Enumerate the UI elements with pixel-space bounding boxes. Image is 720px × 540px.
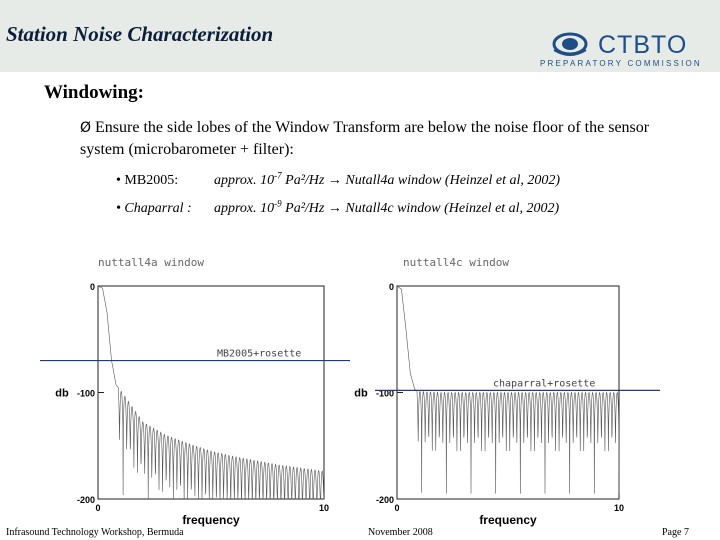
y-tick-label: -200 [376, 495, 394, 505]
footer-page: Page 7 [662, 527, 689, 538]
sub-item-mb2005: • MB2005: approx. 10-7 Pa²/Hz → Nutall4a … [116, 170, 560, 189]
footer-date: November 2008 [368, 527, 433, 538]
main-bullet: Ø Ensure the side lobes of the Window Tr… [80, 117, 690, 160]
spectrum-trace [97, 285, 325, 500]
bullet-text: Ensure the side lobes of the Window Tran… [80, 119, 650, 158]
slide-title: Station Noise Characterization [6, 22, 274, 46]
x-tick-label: 0 [394, 503, 399, 513]
y-axis-label: db [354, 388, 368, 400]
y-axis-label: db [55, 388, 69, 400]
spectrum-trace [396, 285, 620, 494]
x-axis-label: frequency [182, 513, 240, 527]
sub-item-exponent: -7 [274, 170, 282, 180]
chart-title: nuttall4c window [403, 256, 509, 269]
bullet-arrow-icon: Ø [80, 120, 92, 136]
reference-line-label: MB2005+rosette [217, 349, 301, 360]
title-band [98, 250, 330, 270]
reference-line-label: chaparral+rosette [493, 378, 595, 389]
x-tick-label: 0 [95, 503, 100, 513]
sub-item-value: approx. 10 [214, 172, 275, 188]
footer-event: Infrasound Technology Workshop, Bermuda [6, 527, 184, 538]
chart-title: nuttall4a window [98, 256, 204, 269]
title-band [397, 250, 625, 270]
sub-item-value-suffix: Pa²/Hz → Nutall4a window (Heinzel et al,… [281, 172, 561, 188]
ctbto-globe-icon [552, 32, 588, 56]
logo-subtitle: PREPARATORY COMMISSION [540, 59, 702, 68]
x-axis-label: frequency [479, 513, 537, 527]
y-tick-label: -100 [376, 389, 394, 399]
sub-item-chaparral: • Chaparral : approx. 10-9 Pa²/Hz → Nutal… [116, 198, 559, 217]
x-tick-label: 10 [614, 503, 624, 513]
sub-item-label: • Chaparral : [116, 200, 192, 216]
y-tick-label: 0 [90, 282, 95, 292]
y-tick-label: -200 [77, 495, 95, 505]
sub-item-label: • MB2005: [116, 172, 179, 188]
y-tick-label: 0 [389, 282, 394, 292]
x-tick-label: 10 [319, 503, 329, 513]
header-bar: Station Noise Characterization CTBTO PRE… [0, 0, 720, 72]
sub-item-value: approx. 10 [214, 200, 275, 216]
plot-frame [97, 285, 325, 500]
ctbto-logo: CTBTO PREPARATORY COMMISSION [540, 28, 700, 72]
sub-item-value-suffix: Pa²/Hz → Nutall4c window (Heinzel et al,… [281, 200, 560, 216]
sub-item-exponent: -9 [274, 198, 282, 208]
logo-text: CTBTO [598, 31, 688, 59]
y-tick-label: -100 [77, 389, 95, 399]
section-heading: Windowing: [44, 82, 144, 103]
